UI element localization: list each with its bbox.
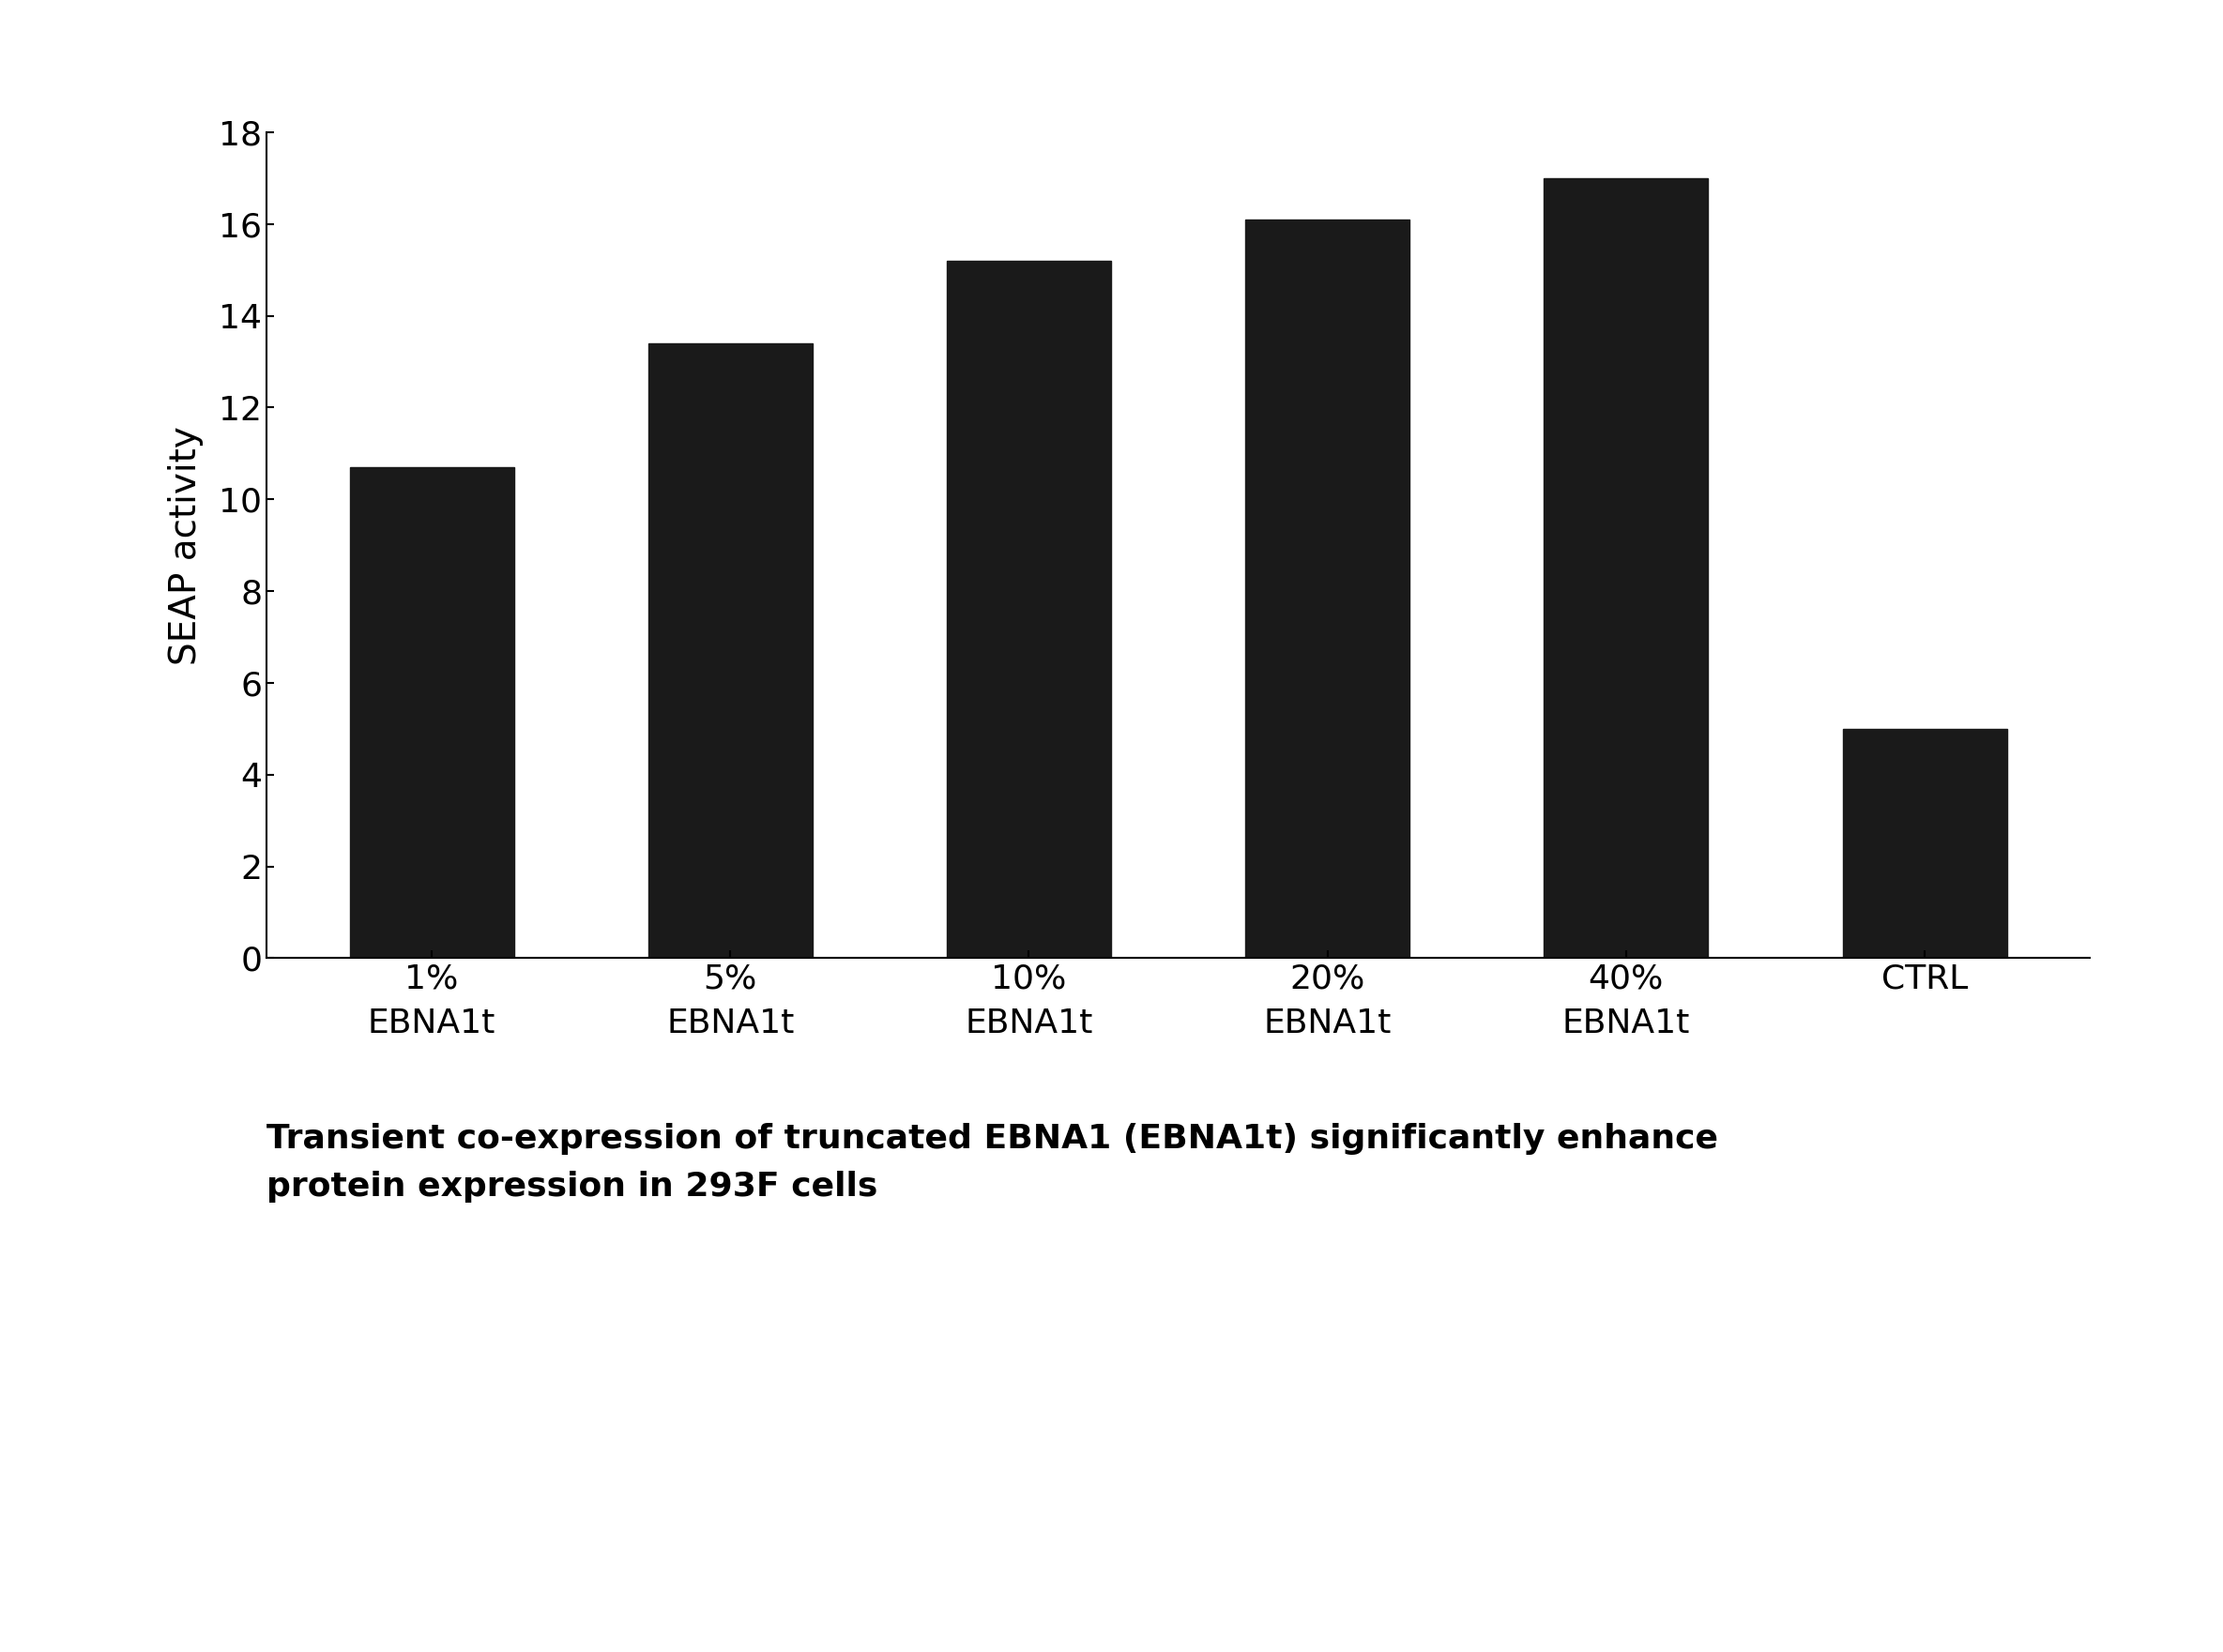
Bar [947,261,1112,958]
Bar [1843,729,2007,958]
Bar [1545,178,1707,958]
Bar [349,468,514,958]
Bar [649,344,811,958]
Bar [1245,220,1409,958]
Text: Transient co-expression of truncated EBNA1 (EBNA1t) significantly enhance
protei: Transient co-expression of truncated EBN… [267,1123,1718,1203]
Y-axis label: SEAP activity: SEAP activity [167,426,202,664]
